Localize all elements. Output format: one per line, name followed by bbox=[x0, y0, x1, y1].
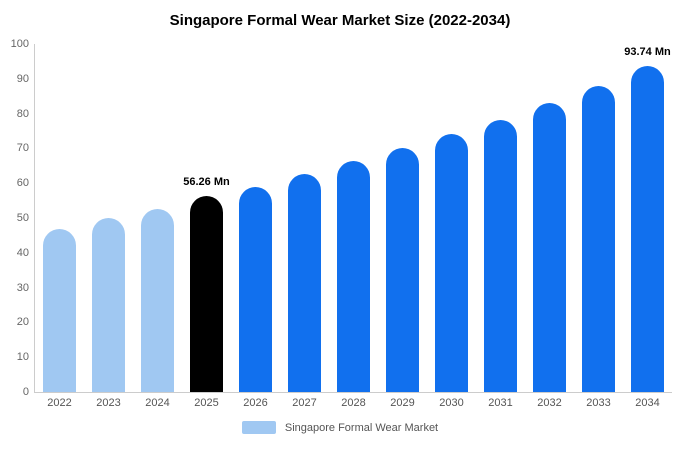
x-label-2024: 2024 bbox=[145, 397, 170, 409]
legend: Singapore Formal Wear Market bbox=[0, 421, 680, 434]
bar-value-label-2025: 56.26 Mn bbox=[183, 176, 230, 189]
bar-2023 bbox=[92, 217, 125, 392]
bar-value-label-2034: 93.74 Mn bbox=[624, 45, 671, 58]
y-tick-40: 40 bbox=[16, 246, 29, 259]
bar-2033 bbox=[582, 86, 615, 392]
plot-area: 56.26 Mn 93.74 Mn bbox=[34, 44, 672, 393]
x-label-2027: 2027 bbox=[292, 397, 317, 409]
x-axis-labels: 2022 2023 2024 2025 2026 2027 2028 2029 2030 2031… bbox=[35, 397, 672, 409]
y-tick-10: 10 bbox=[16, 351, 29, 364]
x-label-2033: 2033 bbox=[586, 397, 611, 409]
bar-2034: 93.74 Mn bbox=[624, 46, 671, 392]
y-tick-0: 0 bbox=[22, 386, 29, 398]
y-axis: 0 10 20 30 40 50 60 70 80 90 100 bbox=[6, 38, 34, 398]
y-tick-50: 50 bbox=[16, 212, 29, 224]
x-label-2030: 2030 bbox=[439, 397, 464, 409]
bar-2030 bbox=[435, 134, 468, 392]
bar-slot-2027 bbox=[280, 44, 329, 392]
bar-slot-2030 bbox=[427, 44, 476, 392]
bar-2031 bbox=[484, 119, 517, 392]
bar-slot-2026 bbox=[231, 44, 280, 392]
y-tick-30: 30 bbox=[16, 281, 29, 294]
bar-2025: 56.26 Mn bbox=[183, 176, 230, 392]
y-tick-100: 100 bbox=[10, 38, 29, 50]
chart-title: Singapore Formal Wear Market Size (2022-… bbox=[169, 12, 511, 29]
bar-2032 bbox=[533, 103, 566, 392]
legend-label: Singapore Formal Wear Market bbox=[284, 421, 439, 434]
bar-slot-2025: 56.26 Mn bbox=[182, 44, 231, 392]
bar-slot-2024 bbox=[133, 44, 182, 392]
bar-2024 bbox=[141, 208, 174, 392]
bar-slot-2028 bbox=[329, 44, 378, 392]
bar-slot-2022 bbox=[35, 44, 84, 392]
chart-area: 0 10 20 30 40 50 60 70 80 90 100 56.26 Mn 93.74 Mn bbox=[6, 38, 672, 398]
x-label-2029: 2029 bbox=[390, 397, 415, 409]
x-label-2028: 2028 bbox=[341, 397, 366, 409]
bar-slot-2023 bbox=[84, 44, 133, 392]
x-label-2034: 2034 bbox=[635, 397, 660, 409]
x-label-2026: 2026 bbox=[243, 397, 268, 409]
x-label-2025: 2025 bbox=[194, 397, 219, 409]
legend-swatch bbox=[241, 421, 276, 434]
bar-2029 bbox=[386, 148, 419, 392]
bar-2026 bbox=[239, 186, 272, 392]
x-label-2031: 2031 bbox=[488, 397, 513, 409]
x-label-2032: 2032 bbox=[537, 397, 562, 409]
bar-2022 bbox=[43, 229, 76, 392]
bar-2028 bbox=[337, 160, 370, 392]
x-label-2022: 2022 bbox=[47, 397, 72, 409]
bar-slot-2034: 93.74 Mn bbox=[623, 44, 672, 392]
y-tick-60: 60 bbox=[16, 177, 29, 190]
bar-slot-2032 bbox=[525, 44, 574, 392]
y-tick-20: 20 bbox=[16, 316, 29, 329]
y-tick-70: 70 bbox=[16, 142, 29, 155]
bar-slot-2031 bbox=[476, 44, 525, 392]
y-tick-80: 80 bbox=[16, 107, 29, 120]
bar-2027 bbox=[288, 174, 321, 392]
x-label-2023: 2023 bbox=[96, 397, 121, 409]
bar-slot-2033 bbox=[574, 44, 623, 392]
y-tick-90: 90 bbox=[16, 72, 29, 85]
bar-slot-2029 bbox=[378, 44, 427, 392]
